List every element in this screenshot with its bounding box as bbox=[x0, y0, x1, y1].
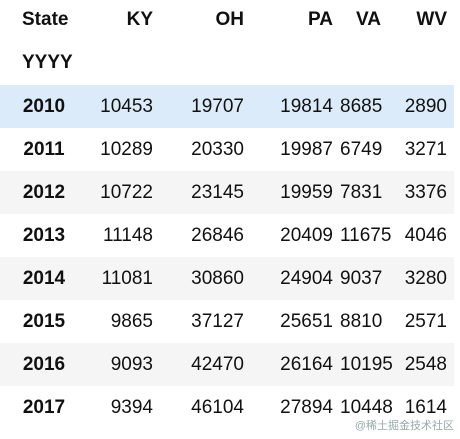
table-cell: 19987 bbox=[280, 138, 333, 160]
table-cell: 25651 bbox=[280, 310, 333, 332]
table-cell: 10289 bbox=[100, 138, 153, 160]
table-cell: 46104 bbox=[191, 396, 244, 418]
table-cell: 10195 bbox=[340, 353, 393, 375]
row-index: 2017 bbox=[22, 396, 66, 418]
table-row: 2012 10722 23145 19959 7831 3376 bbox=[0, 171, 454, 214]
header-row: State KY OH PA VA WV bbox=[0, 0, 454, 40]
table-cell: 8810 bbox=[340, 310, 383, 332]
table-row: 2014 11081 30860 24904 9037 3280 bbox=[0, 257, 454, 300]
table-cell: 7831 bbox=[340, 181, 383, 203]
table-cell: 37127 bbox=[191, 310, 244, 332]
table-cell: 3271 bbox=[404, 138, 447, 160]
table-cell: 42470 bbox=[191, 353, 244, 375]
table-cell: 8685 bbox=[340, 95, 383, 117]
table-row: 2016 9093 42470 26164 10195 2548 bbox=[0, 343, 454, 386]
column-header: VA bbox=[356, 9, 381, 30]
empty-cell bbox=[88, 40, 454, 85]
row-index: 2016 bbox=[22, 353, 66, 375]
column-header: WV bbox=[416, 9, 447, 30]
table-cell: 3280 bbox=[404, 267, 447, 289]
table-row: 2017 9394 46104 27894 10448 1614 bbox=[0, 386, 454, 429]
table-cell: 10722 bbox=[100, 181, 153, 203]
row-index: 2015 bbox=[22, 310, 66, 332]
row-index: 2010 bbox=[22, 95, 66, 117]
table-cell: 19959 bbox=[280, 181, 333, 203]
table-cell: 10448 bbox=[340, 396, 393, 418]
table-cell: 2571 bbox=[404, 310, 447, 332]
table-row: 2015 9865 37127 25651 8810 2571 bbox=[0, 300, 454, 343]
table-row: 2011 10289 20330 19987 6749 3271 bbox=[0, 128, 454, 171]
row-index: 2011 bbox=[23, 138, 65, 160]
table-cell: 9093 bbox=[110, 353, 153, 375]
watermark: @稀土掘金技术社区 bbox=[354, 420, 454, 432]
data-table: State KY OH PA VA WV YYYY 2010 10453 19707 1981… bbox=[0, 0, 454, 429]
table-cell: 9865 bbox=[110, 310, 153, 332]
table-row: 2013 11148 26846 20409 11675 4046 bbox=[0, 214, 454, 257]
row-index: 2014 bbox=[22, 267, 66, 289]
table-cell: 19707 bbox=[191, 95, 244, 117]
table-cell: 20330 bbox=[191, 138, 244, 160]
column-header: KY bbox=[126, 9, 153, 30]
row-index: 2012 bbox=[22, 181, 66, 203]
table-cell: 26846 bbox=[191, 224, 244, 246]
table-cell: 2890 bbox=[404, 95, 447, 117]
table-cell: 24904 bbox=[280, 267, 333, 289]
table-body: 2010 10453 19707 19814 8685 2890 2011 10289 2033… bbox=[0, 85, 454, 429]
columns-name: State bbox=[22, 9, 69, 30]
table-cell: 30860 bbox=[191, 267, 244, 289]
table-row: 2010 10453 19707 19814 8685 2890 bbox=[0, 85, 454, 128]
table-header: State KY OH PA VA WV YYYY bbox=[0, 0, 454, 85]
table-cell: 4046 bbox=[404, 224, 447, 246]
table-cell: 27894 bbox=[280, 396, 333, 418]
table-cell: 6749 bbox=[340, 138, 383, 160]
table-cell: 3376 bbox=[404, 181, 447, 203]
index-name-row: YYYY bbox=[0, 40, 454, 85]
table-cell: 9037 bbox=[340, 267, 383, 289]
table-cell: 20409 bbox=[280, 224, 333, 246]
table-cell: 23145 bbox=[191, 181, 244, 203]
column-header: OH bbox=[215, 9, 245, 30]
table-cell: 10453 bbox=[100, 95, 153, 117]
table-cell: 11148 bbox=[102, 224, 153, 246]
table-cell: 26164 bbox=[280, 353, 333, 375]
column-header: PA bbox=[308, 9, 333, 30]
row-index: 2013 bbox=[22, 224, 66, 246]
table-cell: 2548 bbox=[404, 353, 447, 375]
table-cell: 1614 bbox=[404, 396, 447, 418]
table-cell: 11081 bbox=[101, 267, 153, 289]
table-cell: 11675 bbox=[340, 224, 392, 246]
table-cell: 19814 bbox=[280, 95, 333, 117]
index-name: YYYY bbox=[22, 51, 73, 73]
table-cell: 9394 bbox=[110, 396, 153, 418]
